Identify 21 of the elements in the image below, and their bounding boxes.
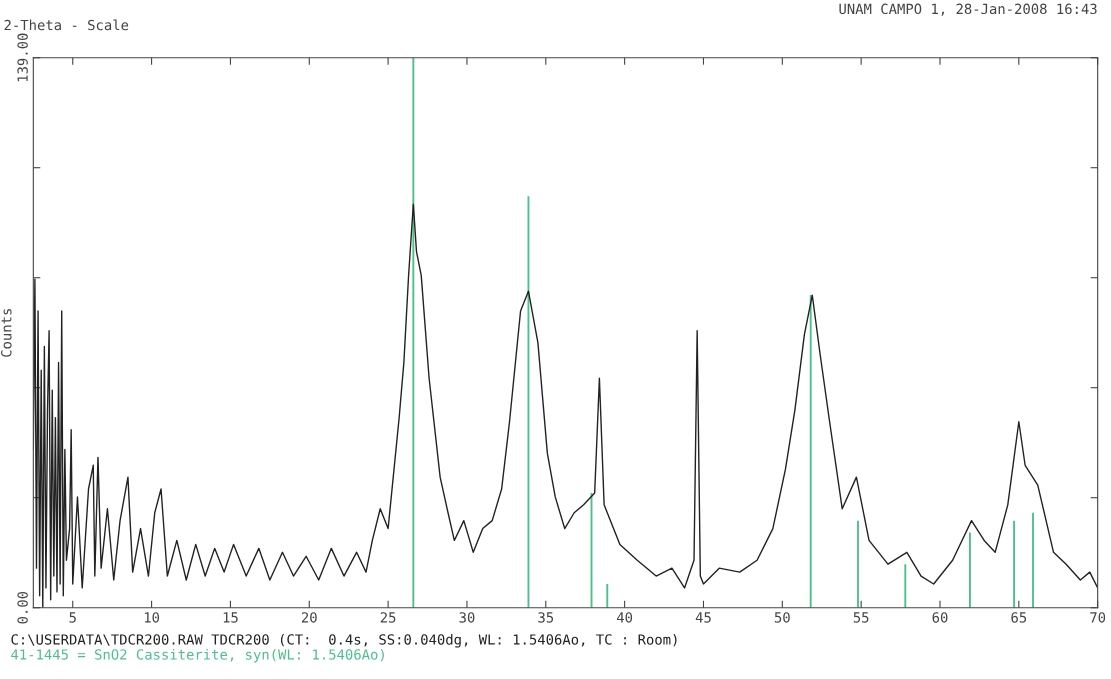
x-tick-label: 65 — [1011, 612, 1027, 623]
text: C:\USERDATA\TDCR200.RAW TDCR200 (CT: 0.4s, SS:0.040dg, WL: 1.5406Ao, TC : Room) — [11, 633, 677, 648]
x-tick-label: 40 — [616, 612, 633, 623]
x-tick-label: 20 — [301, 612, 317, 623]
x-tick-label: 45 — [695, 612, 711, 623]
x-tick-label: 10 — [144, 612, 160, 623]
x-tick-label: 70 — [1090, 612, 1106, 623]
y-axis-title: Counts — [1, 309, 12, 357]
y-tick-label: 0.00 — [17, 591, 28, 624]
x-tick-label: 55 — [853, 612, 869, 623]
chart-title: UNAM CAMPO 1, 28-Jan-2008 16:43 — [839, 3, 1097, 16]
y-tick-label: 139.00 — [17, 33, 28, 82]
text: 41-1445 = SnO2 Cassiterite, syn(WL: 1.5406Ao) — [11, 648, 384, 663]
x-tick-label: 25 — [380, 612, 396, 623]
x-axis-title: 2-Theta - Scale — [4, 19, 129, 31]
x-tick-label: 15 — [223, 612, 238, 623]
x-tick-label: 35 — [538, 612, 554, 623]
x-tick-label: 60 — [932, 612, 948, 623]
x-tick-label: 50 — [774, 612, 790, 623]
x-tick-label: 30 — [459, 612, 475, 623]
x-tick-label: 5 — [69, 612, 76, 623]
